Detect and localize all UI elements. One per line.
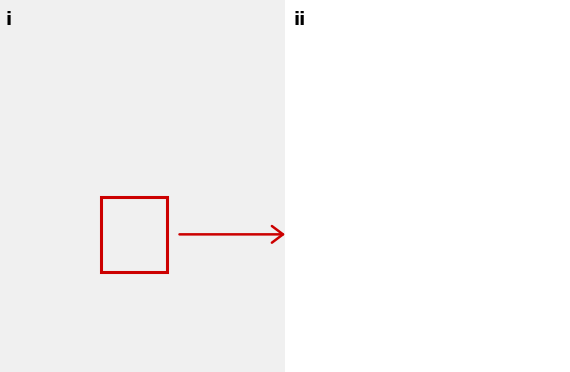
Text: ii: ii bbox=[294, 11, 306, 29]
Text: i: i bbox=[6, 11, 12, 29]
